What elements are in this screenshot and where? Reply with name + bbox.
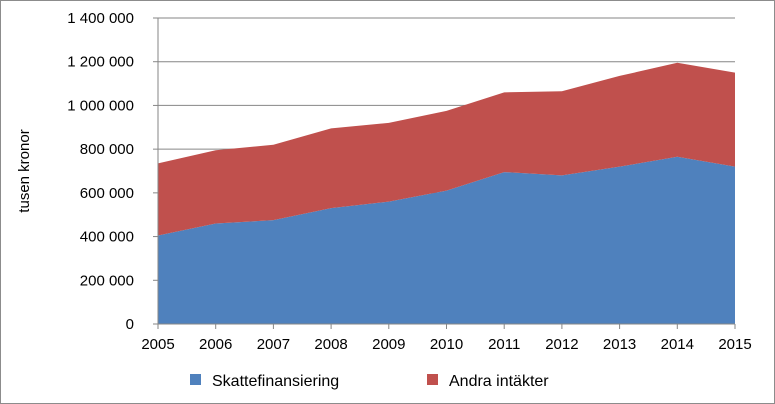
x-tick-label: 2009 <box>372 336 405 353</box>
x-tick-label: 2007 <box>257 336 290 353</box>
x-tick-label: 2010 <box>430 336 463 353</box>
y-tick-label: 200 000 <box>80 272 134 289</box>
y-tick-label: 0 <box>126 316 134 333</box>
y-tick-label: 1 200 000 <box>67 54 134 71</box>
y-tick-label: 800 000 <box>80 141 134 158</box>
y-tick-label: 600 000 <box>80 185 134 202</box>
y-axis-label: tusen kronor <box>16 129 33 212</box>
legend-label-1: Skattefinansiering <box>212 373 339 390</box>
x-tick-labels: 2005 2006 2007 2008 2009 2010 2011 2012 2013 2014… <box>141 336 751 353</box>
x-tick-label: 2008 <box>314 336 347 353</box>
x-tick-label: 2012 <box>545 336 578 353</box>
x-tick-label: 2013 <box>603 336 636 353</box>
y-tick-labels: 0 200 000 400 000 600 000 800 000 1 000 000 1 … <box>67 10 134 333</box>
x-tick-label: 2006 <box>199 336 232 353</box>
series-areas <box>158 62 735 324</box>
axes <box>153 17 736 329</box>
x-tick-label: 2011 <box>488 336 520 353</box>
legend-label-2: Andra intäkter <box>449 373 549 390</box>
legend: Skattefinansiering Andra intäkter <box>190 373 549 390</box>
legend-swatch-2 <box>427 374 438 385</box>
x-tick-label: 2015 <box>718 336 751 353</box>
x-tick-label: 2005 <box>141 336 174 353</box>
y-tick-label: 1 000 000 <box>67 97 134 114</box>
series-area-1 <box>158 156 735 324</box>
legend-swatch-1 <box>190 374 201 385</box>
x-tick-label: 2014 <box>661 336 694 353</box>
series-area-2 <box>158 62 735 236</box>
y-tick-label: 400 000 <box>80 229 134 246</box>
y-tick-label: 1 400 000 <box>67 10 134 27</box>
